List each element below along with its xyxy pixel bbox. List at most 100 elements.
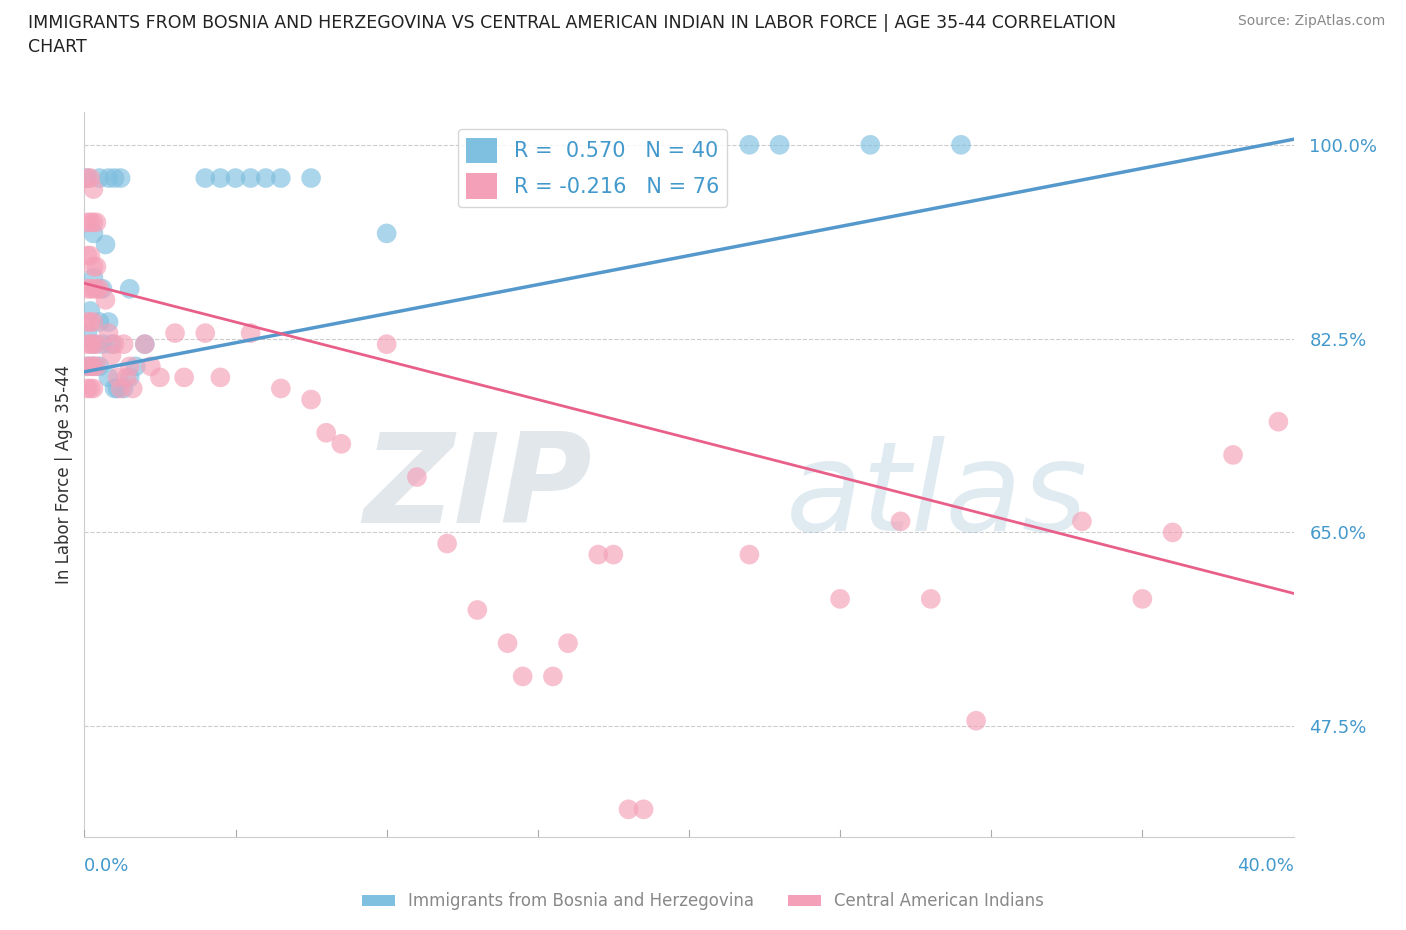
Legend: Immigrants from Bosnia and Herzegovina, Central American Indians: Immigrants from Bosnia and Herzegovina, … <box>356 885 1050 917</box>
Point <box>97 314 120 329</box>
Point <box>89 170 111 185</box>
Point <box>86 282 108 297</box>
Point <box>94 292 117 307</box>
Point <box>100 337 122 352</box>
Point <box>173 370 195 385</box>
Point <box>633 802 655 817</box>
Point <box>104 337 127 352</box>
Point <box>82 215 104 230</box>
Point <box>76 282 98 297</box>
Point <box>94 237 117 252</box>
Point <box>112 337 135 352</box>
Text: atlas: atlas <box>786 435 1088 556</box>
Point <box>97 326 120 340</box>
Point <box>436 536 458 551</box>
Text: Source: ZipAtlas.com: Source: ZipAtlas.com <box>1237 14 1385 28</box>
Point <box>82 314 104 329</box>
Point <box>82 359 104 374</box>
Point <box>82 359 104 374</box>
Point <box>91 337 114 352</box>
Point <box>97 370 120 385</box>
Point <box>79 170 101 185</box>
Point <box>76 359 98 374</box>
Point <box>118 359 141 374</box>
Point <box>1071 514 1094 529</box>
Point <box>86 337 108 352</box>
Point <box>76 170 98 185</box>
Point <box>496 636 519 651</box>
Y-axis label: In Labor Force | Age 35-44: In Labor Force | Age 35-44 <box>55 365 73 584</box>
Point <box>406 470 429 485</box>
Point <box>79 215 101 230</box>
Point <box>950 138 973 153</box>
Point <box>89 314 111 329</box>
Point <box>830 591 852 606</box>
Point <box>315 425 337 440</box>
Text: 40.0%: 40.0% <box>1237 857 1294 875</box>
Point <box>76 326 98 340</box>
Point <box>104 381 127 396</box>
Point <box>165 326 187 340</box>
Point <box>194 326 217 340</box>
Point <box>125 359 148 374</box>
Point <box>557 636 579 651</box>
Point <box>617 802 640 817</box>
Point <box>194 170 217 185</box>
Point <box>254 170 277 185</box>
Point <box>1267 414 1289 429</box>
Point <box>209 170 232 185</box>
Point <box>118 370 141 385</box>
Point <box>76 337 98 352</box>
Point <box>110 170 132 185</box>
Point <box>82 226 104 241</box>
Point <box>82 282 104 297</box>
Point <box>112 381 135 396</box>
Point <box>239 326 262 340</box>
Point <box>79 337 101 352</box>
Point <box>209 370 232 385</box>
Point <box>299 392 322 407</box>
Point <box>86 215 108 230</box>
Point <box>86 259 108 274</box>
Point <box>100 348 122 363</box>
Point <box>89 359 111 374</box>
Point <box>588 547 610 562</box>
Text: ZIP: ZIP <box>364 429 592 550</box>
Point <box>738 547 761 562</box>
Point <box>79 303 101 318</box>
Point <box>467 603 489 618</box>
Point <box>79 381 101 396</box>
Point <box>375 337 398 352</box>
Point <box>104 170 127 185</box>
Point <box>139 359 162 374</box>
Point <box>82 337 104 352</box>
Point <box>86 359 108 374</box>
Point <box>79 314 101 329</box>
Point <box>82 181 104 196</box>
Legend: R =  0.570   N = 40, R = -0.216   N = 76: R = 0.570 N = 40, R = -0.216 N = 76 <box>457 129 727 207</box>
Point <box>82 259 104 274</box>
Point <box>97 170 120 185</box>
Point <box>965 713 987 728</box>
Point <box>107 381 129 396</box>
Point <box>769 138 792 153</box>
Point <box>512 669 534 684</box>
Point <box>91 282 114 297</box>
Point <box>738 138 761 153</box>
Text: IMMIGRANTS FROM BOSNIA AND HERZEGOVINA VS CENTRAL AMERICAN INDIAN IN LABOR FORCE: IMMIGRANTS FROM BOSNIA AND HERZEGOVINA V… <box>28 14 1116 56</box>
Text: 0.0%: 0.0% <box>84 857 129 875</box>
Point <box>134 337 156 352</box>
Point <box>225 170 247 185</box>
Point <box>82 381 104 396</box>
Point <box>134 337 156 352</box>
Point <box>89 282 111 297</box>
Point <box>76 248 98 263</box>
Point <box>149 370 172 385</box>
Point <box>602 547 624 562</box>
Point <box>118 282 141 297</box>
Point <box>270 381 292 396</box>
Point <box>121 381 143 396</box>
Point <box>299 170 322 185</box>
Point <box>76 170 98 185</box>
Point <box>270 170 292 185</box>
